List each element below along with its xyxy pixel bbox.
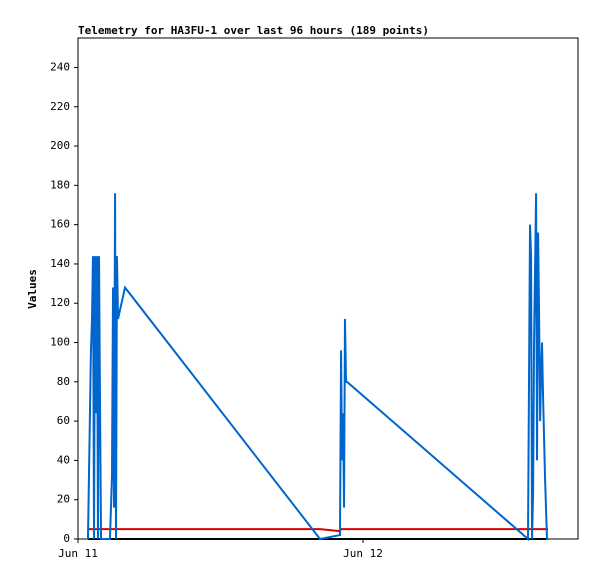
y-tick-label: 0 (63, 532, 70, 545)
chart-title: Telemetry for HA3FU-1 over last 96 hours… (78, 24, 429, 37)
y-tick-label: 140 (50, 257, 70, 270)
y-tick-label: 240 (50, 60, 70, 73)
y-tick-label: 100 (50, 336, 70, 349)
series-line (86, 193, 549, 542)
y-tick-label: 200 (50, 139, 70, 152)
y-tick-label: 40 (57, 453, 70, 466)
y-axis-label: Values (26, 269, 39, 309)
plot-area (77, 37, 579, 540)
y-tick-label: 160 (50, 218, 70, 231)
x-tick-label: Jun 11 (58, 547, 98, 560)
x-tick-label: Jun 12 (343, 547, 383, 560)
y-tick-label: 80 (57, 375, 70, 388)
y-tick-label: 60 (57, 414, 70, 427)
y-tick-label: 120 (50, 296, 70, 309)
y-tick-label: 220 (50, 100, 70, 113)
y-tick-label: 180 (50, 178, 70, 191)
y-tick-label: 20 (57, 493, 70, 506)
